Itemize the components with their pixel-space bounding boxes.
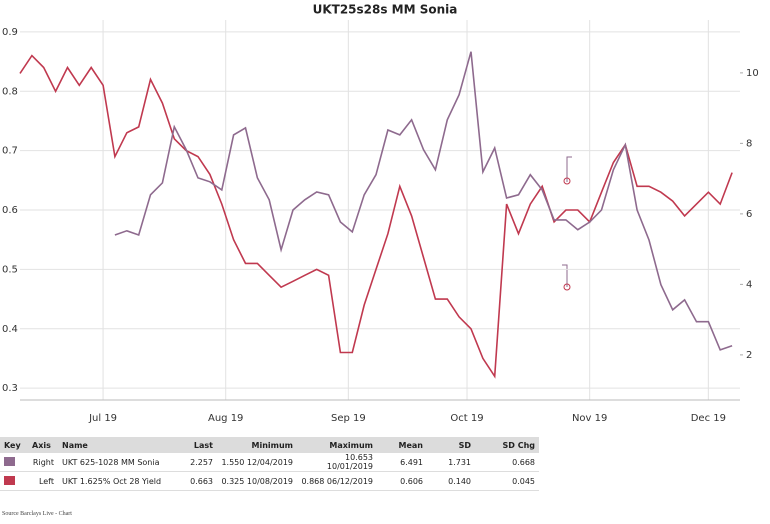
table-cell: 6.491 (377, 453, 427, 472)
column-header: SD Chg (475, 437, 539, 453)
table-cell: 0.606 (377, 471, 427, 491)
y-tick-label: 0.5 (2, 264, 18, 275)
table-row: Right UKT 625-1028 MM Sonia 2.257 1.550 12/… (0, 453, 539, 472)
y-tick-label: 0.6 (2, 205, 18, 216)
y2-tick-label: 10 (746, 68, 759, 79)
y2-tick-label: 6 (746, 209, 752, 220)
x-tick-label: Jul 19 (88, 413, 117, 424)
y2-tick-label: 4 (746, 279, 752, 290)
header-row: Key Axis Name Last Minimum Maximum Mean SD SD Ch… (0, 437, 539, 453)
column-header: Last (171, 437, 217, 453)
series-line (114, 51, 733, 351)
table-cell: 1.731 (427, 453, 475, 472)
x-tick-label: Aug 19 (208, 413, 243, 424)
x-tick-label: Sep 19 (331, 413, 366, 424)
table-cell: 0.140 (427, 471, 475, 491)
table-row: Left UKT 1.625% Oct 28 Yield 0.663 0.325 10… (0, 471, 539, 491)
table-cell: Left (28, 471, 58, 491)
table-cell: 0.868 06/12/2019 (297, 471, 377, 491)
key-swatch (4, 456, 15, 466)
table-cell: 10.653 10/01/2019 (297, 453, 377, 472)
key-swatch (4, 475, 15, 485)
stats-table: Key Axis Name Last Minimum Maximum Mean SD SD Ch… (0, 437, 539, 491)
y-tick-label: 0.3 (2, 383, 18, 394)
table-cell: UKT 625-1028 MM Sonia (58, 453, 171, 472)
x-tick-label: Nov 19 (572, 413, 607, 424)
key-cell (0, 453, 28, 472)
y-tick-label: 0.8 (2, 86, 18, 97)
chart-title: UKT25s28s MM Sonia (313, 3, 458, 17)
table-cell: Right (28, 453, 58, 472)
y-tick-label: 0.7 (2, 146, 18, 157)
y2-tick-label: 2 (746, 350, 752, 361)
footer: Source Barclays Live - Chart (2, 511, 72, 517)
y2-tick-label: 8 (746, 138, 752, 149)
table-cell: 2.257 (171, 453, 217, 472)
column-header: Minimum (217, 437, 297, 453)
table-cell: 0.045 (475, 471, 539, 491)
table-cell: UKT 1.625% Oct 28 Yield (58, 471, 171, 491)
table-cell: 0.663 (171, 471, 217, 491)
chart: UKT25s28s MM Sonia 0.3 0.4 0.5 0.6 0.7 0.8 0.9… (2, 3, 759, 425)
column-header: Maximum (297, 437, 377, 453)
series-line (19, 54, 733, 379)
y-tick-label: 0.9 (2, 27, 18, 38)
annotation (562, 156, 572, 291)
column-header: SD (427, 437, 475, 453)
key-cell (0, 471, 28, 491)
x-tick-label: Oct 19 (450, 413, 483, 424)
column-header: Name (58, 437, 171, 453)
table-cell: 0.325 10/08/2019 (217, 471, 297, 491)
table-cell: 0.668 (475, 453, 539, 472)
column-header: Mean (377, 437, 427, 453)
table-cell: 1.550 12/04/2019 (217, 453, 297, 472)
column-header: Key (0, 437, 28, 453)
column-header: Axis (28, 437, 58, 453)
y-tick-label: 0.4 (2, 324, 18, 335)
x-tick-label: Dec 19 (691, 413, 726, 424)
